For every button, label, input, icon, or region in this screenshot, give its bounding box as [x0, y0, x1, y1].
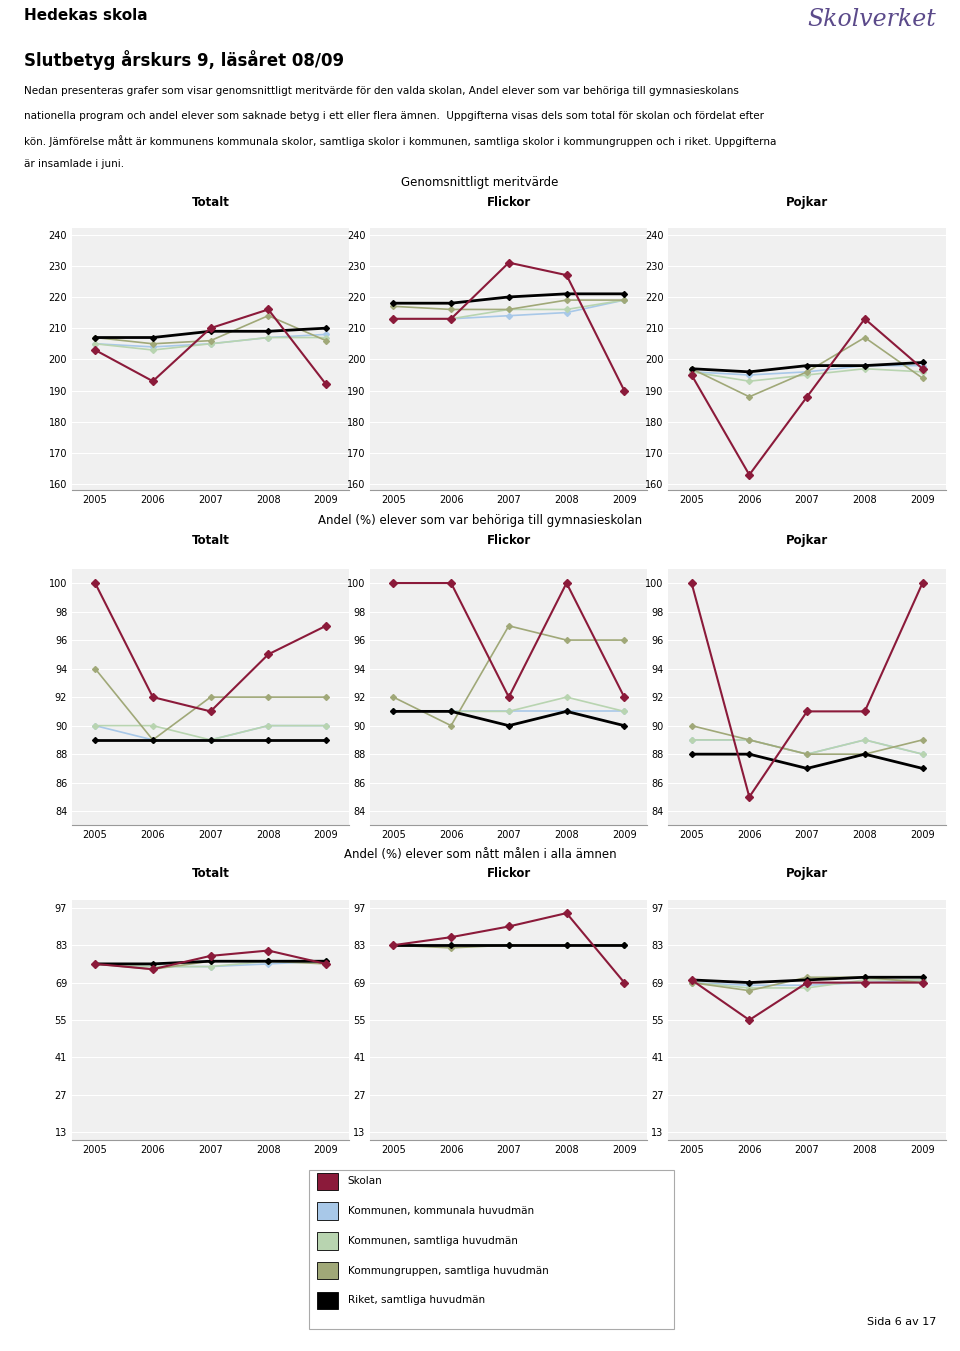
- Text: Flickor: Flickor: [487, 534, 531, 547]
- Text: Genomsnittligt meritvärde: Genomsnittligt meritvärde: [401, 176, 559, 189]
- Text: är insamlade i juni.: är insamlade i juni.: [24, 159, 124, 169]
- Text: Kommunen, samtliga huvudmän: Kommunen, samtliga huvudmän: [348, 1236, 517, 1246]
- Text: Pojkar: Pojkar: [786, 866, 828, 880]
- Text: Pojkar: Pojkar: [786, 534, 828, 547]
- Text: Andel (%) elever som var behöriga till gymnasieskolan: Andel (%) elever som var behöriga till g…: [318, 513, 642, 527]
- Text: Totalt: Totalt: [192, 196, 229, 209]
- Text: Totalt: Totalt: [192, 866, 229, 880]
- Text: Nedan presenteras grafer som visar genomsnittligt meritvärde för den valda skola: Nedan presenteras grafer som visar genom…: [24, 86, 739, 96]
- Text: Andel (%) elever som nått målen i alla ämnen: Andel (%) elever som nått målen i alla ä…: [344, 847, 616, 861]
- Text: Hedekas skola: Hedekas skola: [24, 8, 148, 23]
- Text: Skolverket: Skolverket: [807, 8, 936, 31]
- Text: Kommungruppen, samtliga huvudmän: Kommungruppen, samtliga huvudmän: [348, 1266, 548, 1275]
- Text: Pojkar: Pojkar: [786, 196, 828, 209]
- Text: Totalt: Totalt: [192, 534, 229, 547]
- Text: Slutbetyg årskurs 9, läsåret 08/09: Slutbetyg årskurs 9, läsåret 08/09: [24, 50, 344, 70]
- Text: kön. Jämförelse mått är kommunens kommunala skolor, samtliga skolor i kommunen, : kön. Jämförelse mått är kommunens kommun…: [24, 135, 777, 147]
- Text: Flickor: Flickor: [487, 196, 531, 209]
- Text: Riket, samtliga huvudmän: Riket, samtliga huvudmän: [348, 1296, 485, 1305]
- Text: nationella program och andel elever som saknade betyg i ett eller flera ämnen.  : nationella program och andel elever som …: [24, 111, 764, 120]
- Text: Flickor: Flickor: [487, 866, 531, 880]
- Text: Kommunen, kommunala huvudmän: Kommunen, kommunala huvudmän: [348, 1206, 534, 1216]
- Text: Sida 6 av 17: Sida 6 av 17: [867, 1317, 936, 1327]
- Text: Skolan: Skolan: [348, 1177, 382, 1186]
